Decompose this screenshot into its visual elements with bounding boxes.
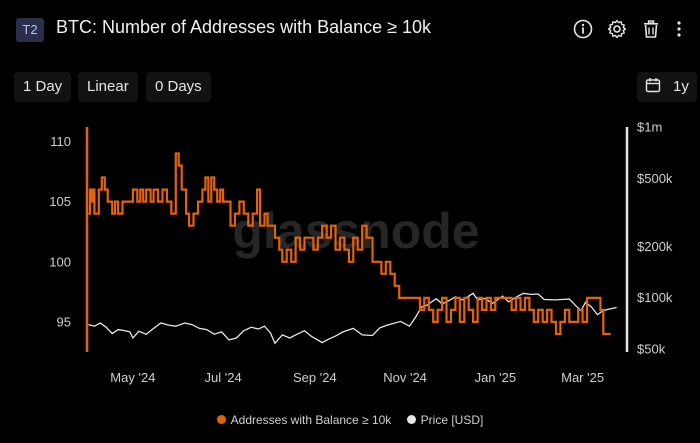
- calendar-icon: [645, 78, 661, 93]
- trash-icon[interactable]: [640, 18, 662, 40]
- more-vertical-icon[interactable]: [668, 18, 690, 40]
- tier-badge: T2: [16, 18, 44, 42]
- legend-item-addresses[interactable]: Addresses with Balance ≥ 10k: [216, 413, 392, 427]
- x-tick-label: Jul '24: [205, 370, 242, 385]
- watermark: glassnode: [232, 203, 479, 259]
- gear-icon[interactable]: [606, 18, 628, 40]
- x-axis-ticks: May '24 Jul '24 Sep '24 Nov '24 Jan '25 Mar '…: [110, 370, 604, 385]
- right-tick-label: $1m: [637, 120, 662, 135]
- right-tick-label: $50k: [637, 341, 666, 356]
- right-tick-label: $200k: [637, 239, 673, 254]
- legend-label-addresses: Addresses with Balance ≥ 10k: [230, 413, 392, 427]
- right-axis-ticks: $50k $100k $200k $500k $1m: [637, 120, 673, 357]
- x-tick-label: May '24: [110, 370, 155, 385]
- x-tick-label: Nov '24: [383, 370, 427, 385]
- range-label: 1y: [673, 78, 689, 95]
- x-tick-label: Mar '25: [561, 370, 604, 385]
- x-tick-label: Jan '25: [475, 370, 517, 385]
- left-axis-ticks: 95 100 105 110: [49, 134, 71, 329]
- chart-area[interactable]: glassnode 95 100 105 110 $50k $100k $200k $500…: [0, 0, 700, 400]
- range-button[interactable]: 1y: [637, 72, 697, 102]
- legend-swatch-addresses: [216, 415, 226, 425]
- resolution-button[interactable]: 1 Day: [14, 72, 72, 102]
- chart-toolbar: 1 Day Linear 0 Days 1y: [14, 72, 697, 104]
- right-tick-label: $100k: [637, 290, 673, 305]
- chart-legend: Addresses with Balance ≥ 10k Price [USD]: [0, 413, 700, 431]
- left-tick-label: 105: [49, 194, 71, 209]
- moving-average-button[interactable]: 0 Days: [146, 72, 211, 102]
- legend-item-price[interactable]: Price [USD]: [406, 413, 484, 427]
- legend-label-price: Price [USD]: [420, 413, 484, 427]
- left-tick-label: 95: [57, 314, 71, 329]
- price-series-line: [88, 292, 617, 345]
- addresses-series-line: [88, 152, 611, 336]
- legend-swatch-price: [406, 415, 416, 425]
- info-icon[interactable]: [572, 18, 594, 40]
- chart-header: T2 BTC: Number of Addresses with Balance…: [14, 14, 686, 44]
- right-tick-label: $500k: [637, 171, 673, 186]
- left-tick-label: 110: [50, 134, 71, 149]
- x-tick-label: Sep '24: [293, 370, 337, 385]
- scale-button[interactable]: Linear: [78, 72, 138, 102]
- left-tick-label: 100: [49, 254, 71, 269]
- chart-title: BTC: Number of Addresses with Balance ≥ …: [56, 17, 432, 37]
